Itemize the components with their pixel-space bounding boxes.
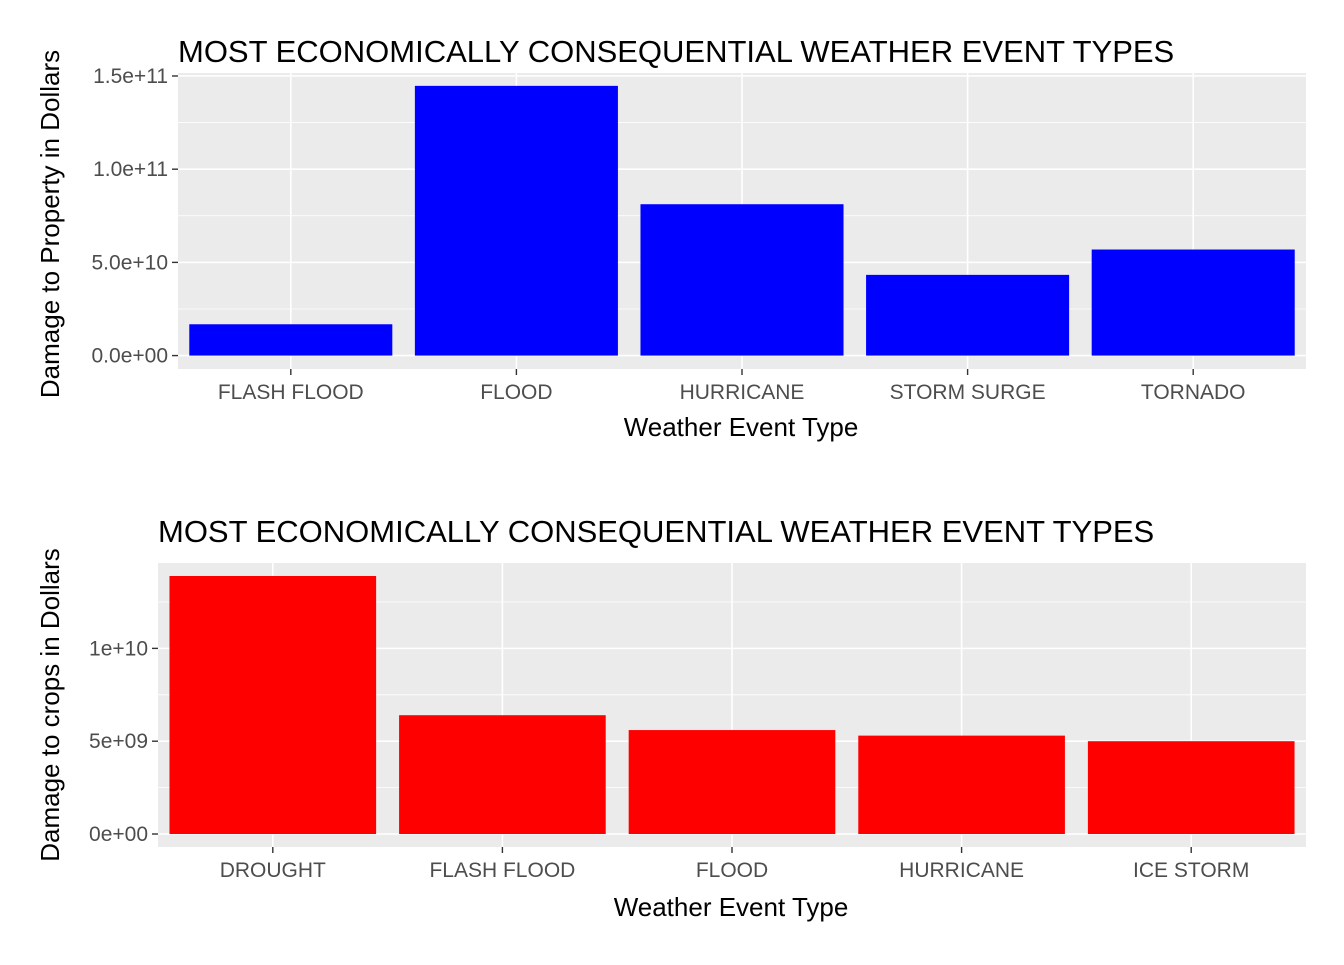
property-damage-chart: MOST ECONOMICALLY CONSEQUENTIAL WEATHER … (35, 34, 1306, 442)
x-axis: DROUGHT FLASH FLOOD FLOOD HURRICANE ICE STOR… (220, 847, 1249, 882)
bars (189, 85, 1295, 356)
bar-flash-flood (189, 324, 393, 356)
bars (169, 575, 1295, 835)
crop-damage-chart: MOST ECONOMICALLY CONSEQUENTIAL WEATHER … (35, 514, 1306, 922)
y-tick-label: 1.5e+11 (93, 65, 168, 88)
x-tick-label: FLASH FLOOD (218, 381, 364, 404)
x-tick-label: ICE STORM (1133, 859, 1249, 882)
y-tick-label: 0e+00 (89, 823, 148, 846)
bar-storm-surge (866, 274, 1070, 356)
chart-title: MOST ECONOMICALLY CONSEQUENTIAL WEATHER … (178, 34, 1174, 69)
y-axis: 0e+00 5e+09 1e+10 (89, 637, 158, 846)
x-tick-label: HURRICANE (899, 859, 1024, 882)
y-tick-label: 5.0e+10 (92, 251, 169, 274)
bar-flood (628, 730, 836, 835)
x-tick-label: TORNADO (1141, 381, 1246, 404)
x-tick-label: FLASH FLOOD (429, 859, 575, 882)
bar-flood (414, 85, 618, 356)
y-tick-label: 1.0e+11 (93, 158, 168, 181)
bar-tornado (1091, 249, 1295, 356)
bar-ice-storm (1087, 741, 1295, 835)
x-tick-label: HURRICANE (680, 381, 805, 404)
x-tick-label: STORM SURGE (890, 381, 1046, 404)
y-tick-label: 1e+10 (89, 637, 148, 660)
bar-flash-flood (399, 715, 606, 835)
y-axis: 0.0e+00 5.0e+10 1.0e+11 1.5e+11 (92, 65, 178, 368)
y-tick-label: 0.0e+00 (92, 345, 169, 368)
bar-drought (169, 575, 377, 835)
x-tick-label: FLOOD (480, 381, 552, 404)
y-tick-label: 5e+09 (89, 730, 148, 753)
y-axis-title: Damage to Property in Dollars (35, 50, 65, 398)
x-axis-title: Weather Event Type (614, 892, 849, 922)
x-axis-title: Weather Event Type (624, 412, 859, 442)
bar-hurricane (640, 204, 844, 356)
y-axis-title: Damage to crops in Dollars (35, 548, 65, 862)
x-axis: FLASH FLOOD FLOOD HURRICANE STORM SURGE TORN… (218, 369, 1246, 404)
bar-hurricane (858, 735, 1065, 835)
x-tick-label: FLOOD (696, 859, 768, 882)
x-tick-label: DROUGHT (220, 859, 326, 882)
chart-title: MOST ECONOMICALLY CONSEQUENTIAL WEATHER … (158, 514, 1154, 549)
